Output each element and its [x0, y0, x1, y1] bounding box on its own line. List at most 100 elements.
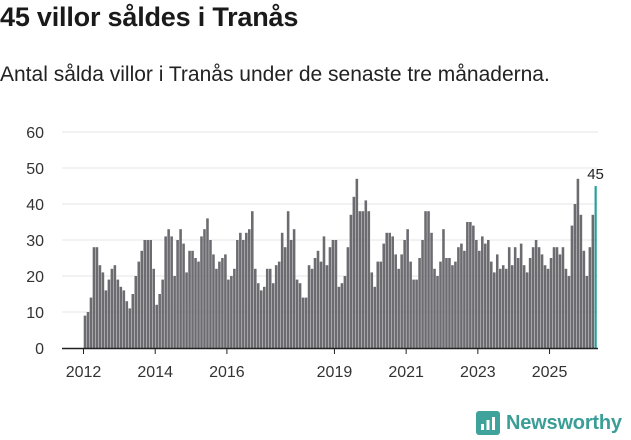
- bar: [519, 243, 523, 348]
- y-tick-label: 20: [26, 269, 44, 286]
- bar: [313, 258, 317, 348]
- bar: [510, 265, 514, 348]
- bar: [230, 276, 233, 348]
- bar: [259, 290, 263, 348]
- bar: [215, 268, 218, 348]
- bar: [507, 247, 511, 348]
- bar: [319, 261, 323, 348]
- bar: [460, 243, 463, 348]
- bar: [394, 254, 397, 348]
- x-tick-label: 2021: [388, 364, 424, 381]
- bar: [534, 240, 538, 348]
- bar: [209, 240, 212, 348]
- bar: [233, 268, 236, 348]
- bar: [167, 229, 170, 348]
- y-tick-label: 40: [26, 197, 44, 214]
- bar: [516, 258, 520, 348]
- bar: [334, 240, 338, 348]
- bar: [101, 272, 105, 348]
- bar: [134, 276, 138, 348]
- bar: [528, 258, 532, 348]
- bar: [549, 258, 553, 348]
- bar: [295, 279, 299, 348]
- latest-value-label: 45: [587, 166, 604, 183]
- bar: [277, 261, 281, 348]
- bar: [161, 279, 164, 348]
- bar: [558, 254, 562, 348]
- bar: [185, 272, 188, 348]
- y-tick-label: 30: [26, 233, 44, 250]
- bar: [463, 250, 466, 348]
- bar: [564, 268, 568, 348]
- bar: [337, 286, 341, 348]
- bar: [588, 247, 592, 348]
- bar: [283, 247, 287, 348]
- x-tick-label: 2023: [460, 364, 496, 381]
- bar: [457, 247, 460, 348]
- x-tick-label: 2016: [209, 364, 245, 381]
- bar: [158, 294, 161, 348]
- bar: [501, 265, 505, 348]
- chart-subtitle: Antal sålda villor i Tranås under de sen…: [0, 63, 550, 86]
- bar: [248, 229, 251, 348]
- bar: [531, 247, 535, 348]
- bar: [421, 240, 424, 348]
- bar: [498, 268, 502, 348]
- bar: [116, 279, 120, 348]
- bar: [582, 250, 586, 348]
- bar: [495, 254, 499, 348]
- bar: [280, 232, 284, 348]
- bar: [445, 258, 448, 348]
- bar: [292, 229, 296, 348]
- bar: [576, 178, 580, 348]
- bar: [98, 265, 102, 348]
- bar: [143, 240, 147, 348]
- bar: [328, 247, 332, 348]
- bar: [131, 294, 135, 348]
- bar: [322, 236, 326, 348]
- bar: [543, 265, 547, 348]
- bar: [364, 200, 368, 348]
- bar: [256, 283, 260, 348]
- bar: [492, 272, 496, 348]
- bar: [86, 312, 90, 348]
- brand-logo[interactable]: Newsworthy: [476, 408, 622, 438]
- bar: [325, 265, 329, 348]
- bar: [251, 211, 254, 348]
- bar: [400, 254, 403, 348]
- bar: [469, 222, 472, 348]
- bar: [481, 236, 484, 348]
- bar: [567, 276, 571, 348]
- bar: [95, 247, 99, 348]
- bar: [454, 261, 457, 348]
- bar: [155, 304, 158, 348]
- bar: [271, 283, 275, 348]
- bar: [412, 279, 415, 348]
- bar: [466, 222, 469, 348]
- bar: [316, 250, 320, 348]
- bar: [203, 229, 206, 348]
- bar: [361, 211, 365, 348]
- bar: [522, 265, 526, 348]
- bar: [525, 272, 529, 348]
- bar: [379, 261, 383, 348]
- bar: [406, 229, 409, 348]
- bar: [591, 214, 595, 348]
- bar: [152, 268, 155, 348]
- bar: [236, 240, 239, 348]
- bar: [224, 254, 227, 348]
- bar: [212, 254, 215, 348]
- bar: [349, 214, 353, 348]
- bar: [504, 268, 508, 348]
- bar: [301, 297, 305, 348]
- bar: [289, 240, 293, 348]
- bar: [424, 211, 427, 348]
- bar: [487, 240, 490, 348]
- x-tick-label: 2012: [66, 364, 102, 381]
- bar: [331, 240, 335, 348]
- bar: [206, 218, 209, 348]
- bar: [200, 236, 203, 348]
- bar: [367, 211, 371, 348]
- bar: [107, 279, 111, 348]
